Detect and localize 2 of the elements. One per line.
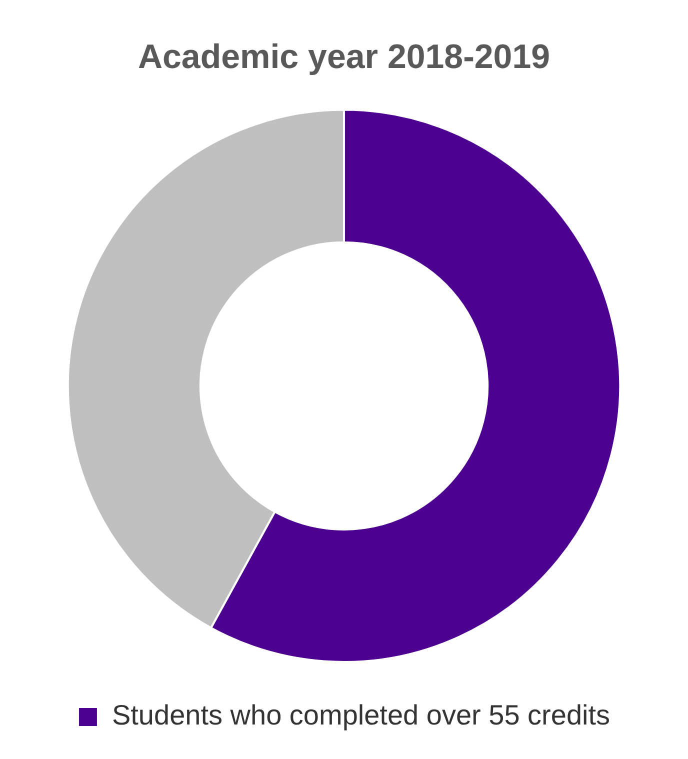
legend-label: Students who completed over 55 credits	[112, 700, 610, 731]
chart-title: Academic year 2018-2019	[138, 38, 550, 76]
